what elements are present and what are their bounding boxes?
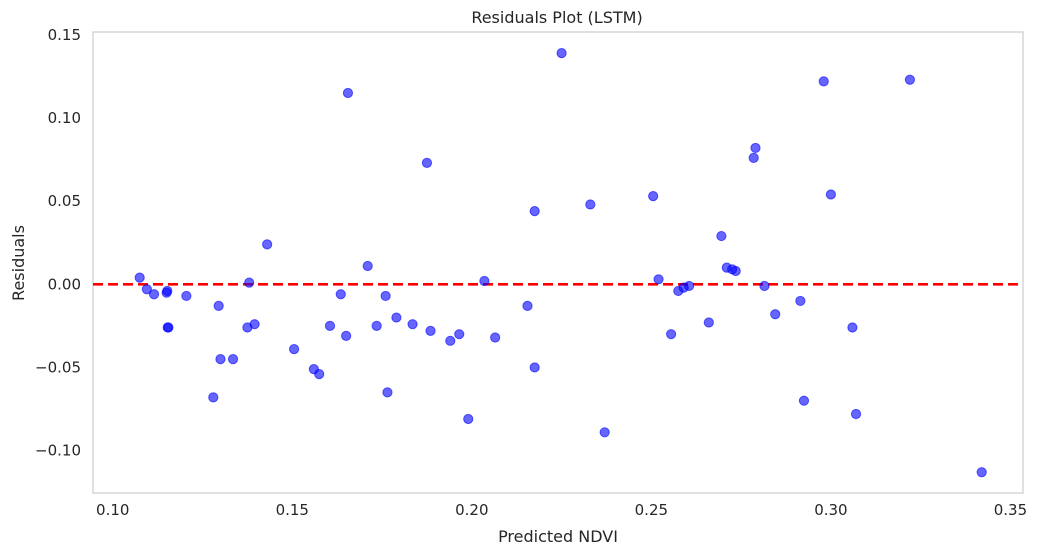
data-point bbox=[683, 280, 695, 292]
data-point bbox=[825, 189, 836, 200]
data-point bbox=[490, 332, 501, 343]
data-point bbox=[759, 280, 770, 292]
data-point bbox=[748, 152, 759, 163]
data-point bbox=[599, 427, 610, 438]
data-point bbox=[648, 191, 659, 202]
data-point bbox=[421, 157, 433, 168]
data-point bbox=[653, 274, 664, 285]
data-point bbox=[479, 275, 490, 287]
data-point bbox=[463, 413, 474, 425]
y-tick-label: 0.10 bbox=[48, 109, 81, 127]
data-point bbox=[162, 285, 173, 297]
data-point bbox=[148, 289, 160, 300]
data-point bbox=[262, 239, 273, 250]
data-point bbox=[585, 199, 596, 210]
data-point bbox=[818, 76, 829, 87]
data-point bbox=[314, 368, 325, 380]
data-point bbox=[249, 319, 260, 330]
data-point bbox=[163, 322, 174, 333]
data-point bbox=[134, 272, 145, 283]
data-point bbox=[795, 295, 806, 307]
y-axis-label: Residuals bbox=[9, 225, 28, 301]
y-tick-label: 0.15 bbox=[48, 26, 81, 44]
x-axis-ticks: 0.10 0.15 0.20 0.25 0.30 0.35 bbox=[96, 501, 1027, 519]
data-point bbox=[850, 408, 862, 420]
data-point bbox=[215, 354, 226, 365]
y-tick-label: 0.05 bbox=[48, 192, 81, 210]
data-point bbox=[703, 317, 714, 328]
x-tick-label: 0.10 bbox=[96, 501, 129, 519]
data-point bbox=[227, 354, 239, 365]
y-tick-label: −0.05 bbox=[35, 358, 81, 376]
data-point bbox=[798, 395, 810, 406]
x-tick-label: 0.30 bbox=[814, 501, 847, 519]
data-point bbox=[342, 87, 354, 99]
x-tick-label: 0.25 bbox=[635, 501, 668, 519]
data-point bbox=[382, 387, 393, 398]
y-axis-ticks: 0.15 0.10 0.05 0.00 −0.05 −0.10 bbox=[35, 26, 81, 460]
data-point bbox=[904, 74, 915, 85]
data-point bbox=[730, 265, 741, 277]
x-tick-label: 0.20 bbox=[455, 501, 488, 519]
data-point bbox=[425, 325, 436, 336]
data-point bbox=[847, 322, 858, 333]
data-point bbox=[335, 289, 346, 300]
data-point bbox=[213, 300, 224, 312]
data-point bbox=[407, 319, 418, 330]
data-point bbox=[976, 467, 987, 478]
chart-title: Residuals Plot (LSTM) bbox=[471, 8, 642, 27]
data-point bbox=[181, 290, 192, 302]
x-tick-label: 0.15 bbox=[276, 501, 309, 519]
data-point bbox=[529, 362, 540, 373]
data-point bbox=[666, 329, 677, 340]
y-tick-label: 0.00 bbox=[48, 275, 81, 293]
data-point bbox=[288, 344, 300, 355]
data-point bbox=[141, 284, 152, 295]
plot-area bbox=[92, 31, 1024, 494]
data-point bbox=[391, 312, 402, 323]
data-point bbox=[556, 48, 567, 59]
data-point bbox=[454, 329, 465, 340]
data-point bbox=[750, 142, 761, 154]
data-point bbox=[716, 230, 727, 242]
data-point bbox=[445, 335, 456, 346]
data-point bbox=[208, 392, 219, 403]
data-point bbox=[362, 260, 373, 272]
scatter-points bbox=[134, 48, 987, 478]
data-point bbox=[341, 330, 352, 341]
data-point bbox=[371, 320, 382, 331]
x-axis-label: Predicted NDVI bbox=[498, 527, 618, 546]
data-point bbox=[244, 277, 255, 288]
y-tick-label: −0.10 bbox=[35, 442, 81, 460]
data-point bbox=[529, 206, 540, 217]
data-point bbox=[380, 290, 391, 302]
data-point bbox=[770, 309, 781, 320]
data-point bbox=[522, 300, 533, 312]
x-tick-label: 0.35 bbox=[994, 501, 1027, 519]
data-point bbox=[324, 320, 336, 331]
